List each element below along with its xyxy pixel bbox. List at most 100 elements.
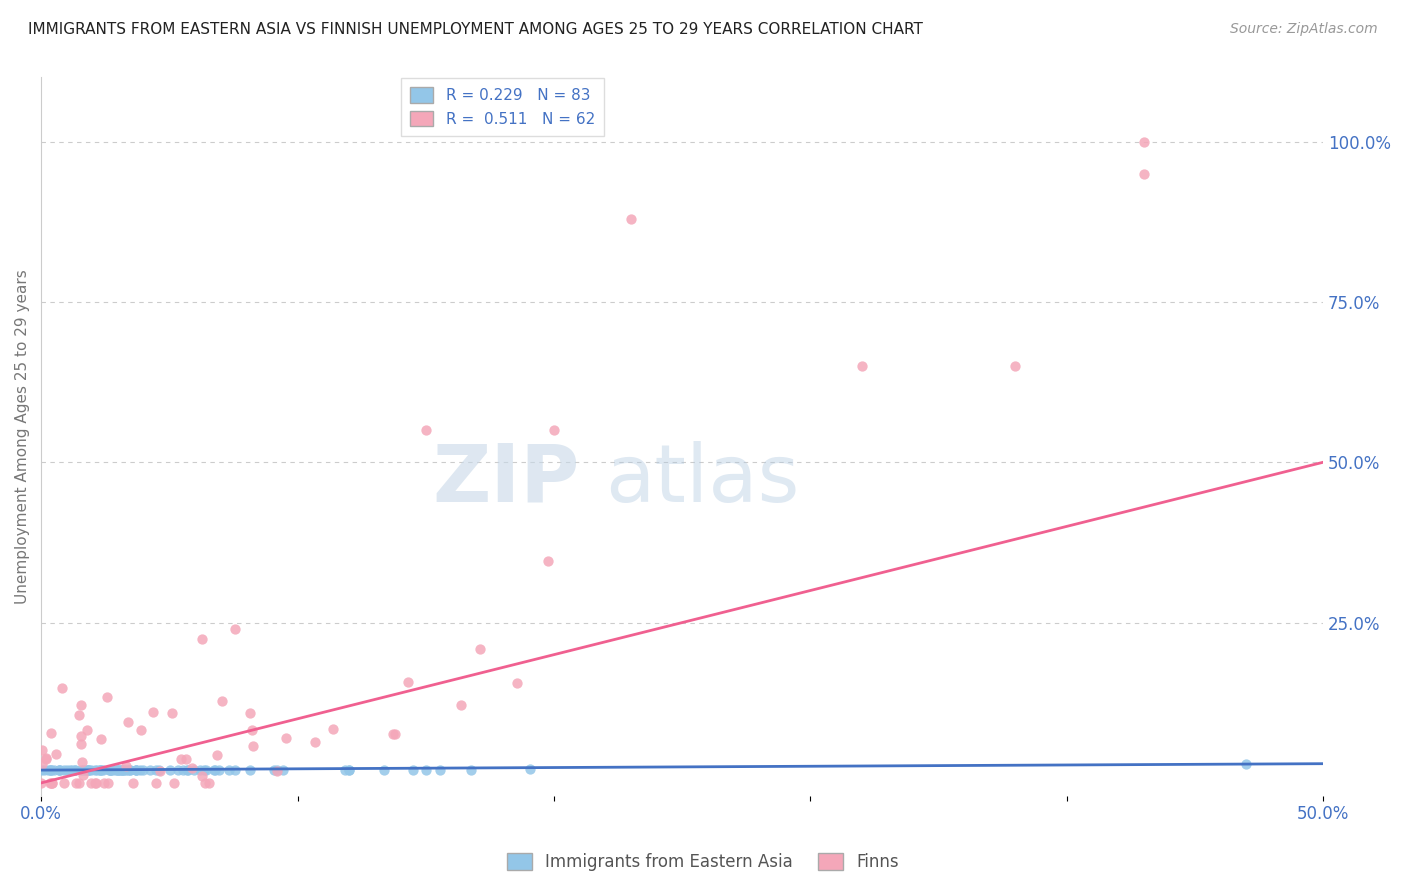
- Point: [77, 763, 100, 777]
- Point: [384, 727, 406, 741]
- Point: [39, 763, 62, 777]
- Point: [162, 776, 184, 790]
- Point: [100, 763, 122, 777]
- Point: [129, 763, 152, 777]
- Point: [112, 763, 135, 777]
- Point: [115, 763, 138, 777]
- Point: [396, 674, 419, 689]
- Point: [112, 763, 135, 777]
- Point: [202, 763, 225, 777]
- Point: [90, 731, 112, 746]
- Point: [97, 776, 120, 790]
- Point: [1234, 756, 1257, 771]
- Point: [172, 763, 194, 777]
- Point: [266, 764, 288, 779]
- Point: [131, 723, 153, 737]
- Point: [239, 763, 262, 777]
- Point: [543, 423, 565, 437]
- Point: [110, 763, 132, 777]
- Point: [30, 763, 52, 777]
- Point: [450, 698, 472, 712]
- Point: [98, 763, 121, 777]
- Point: [38, 763, 60, 777]
- Point: [48, 763, 70, 777]
- Point: [90, 763, 112, 777]
- Point: [276, 731, 298, 745]
- Point: [160, 706, 183, 721]
- Point: [34, 751, 56, 765]
- Point: [65, 776, 87, 790]
- Point: [620, 211, 643, 226]
- Point: [271, 763, 294, 777]
- Point: [188, 763, 211, 777]
- Point: [204, 763, 226, 777]
- Point: [39, 776, 62, 790]
- Point: [63, 763, 86, 777]
- Point: [266, 763, 288, 777]
- Point: [96, 690, 118, 705]
- Y-axis label: Unemployment Among Ages 25 to 29 years: Unemployment Among Ages 25 to 29 years: [15, 269, 30, 604]
- Point: [107, 763, 129, 777]
- Point: [84, 763, 107, 777]
- Point: [429, 763, 451, 777]
- Point: [104, 763, 127, 777]
- Point: [89, 763, 111, 777]
- Point: [49, 763, 72, 777]
- Point: [240, 723, 263, 738]
- Point: [80, 776, 103, 790]
- Point: [1132, 135, 1154, 149]
- Point: [190, 632, 212, 647]
- Point: [170, 751, 193, 765]
- Point: [30, 776, 52, 790]
- Point: [31, 743, 53, 757]
- Point: [263, 763, 285, 777]
- Point: [67, 708, 90, 723]
- Point: [31, 757, 53, 772]
- Point: [72, 768, 94, 782]
- Point: [48, 763, 70, 777]
- Legend: Immigrants from Eastern Asia, Finns: Immigrants from Eastern Asia, Finns: [499, 845, 907, 880]
- Point: [105, 763, 128, 777]
- Point: [118, 763, 141, 777]
- Text: IMMIGRANTS FROM EASTERN ASIA VS FINNISH UNEMPLOYMENT AMONG AGES 25 TO 29 YEARS C: IMMIGRANTS FROM EASTERN ASIA VS FINNISH …: [28, 22, 922, 37]
- Point: [60, 763, 83, 777]
- Point: [70, 698, 93, 712]
- Point: [125, 763, 148, 777]
- Point: [149, 764, 172, 778]
- Point: [180, 761, 202, 775]
- Point: [224, 622, 246, 636]
- Point: [98, 763, 121, 777]
- Point: [34, 763, 56, 777]
- Point: [194, 763, 217, 777]
- Point: [38, 776, 60, 790]
- Point: [79, 763, 101, 777]
- Point: [125, 763, 148, 777]
- Point: [337, 763, 360, 777]
- Point: [183, 763, 205, 777]
- Point: [51, 681, 73, 695]
- Point: [76, 763, 98, 777]
- Text: Source: ZipAtlas.com: Source: ZipAtlas.com: [1230, 22, 1378, 37]
- Point: [53, 776, 76, 790]
- Point: [197, 776, 219, 790]
- Point: [415, 763, 437, 777]
- Point: [65, 763, 87, 777]
- Point: [1132, 167, 1154, 181]
- Point: [55, 763, 77, 777]
- Point: [70, 755, 93, 769]
- Point: [382, 726, 405, 740]
- Point: [205, 748, 228, 763]
- Point: [208, 763, 231, 777]
- Legend: R = 0.229   N = 83, R =  0.511   N = 62: R = 0.229 N = 83, R = 0.511 N = 62: [401, 78, 605, 136]
- Point: [470, 642, 492, 657]
- Point: [86, 763, 108, 777]
- Point: [537, 554, 560, 568]
- Point: [70, 737, 93, 751]
- Point: [148, 763, 170, 777]
- Point: [117, 714, 139, 729]
- Point: [115, 759, 138, 773]
- Point: [506, 676, 529, 690]
- Point: [193, 763, 215, 777]
- Point: [142, 706, 165, 720]
- Point: [39, 763, 62, 777]
